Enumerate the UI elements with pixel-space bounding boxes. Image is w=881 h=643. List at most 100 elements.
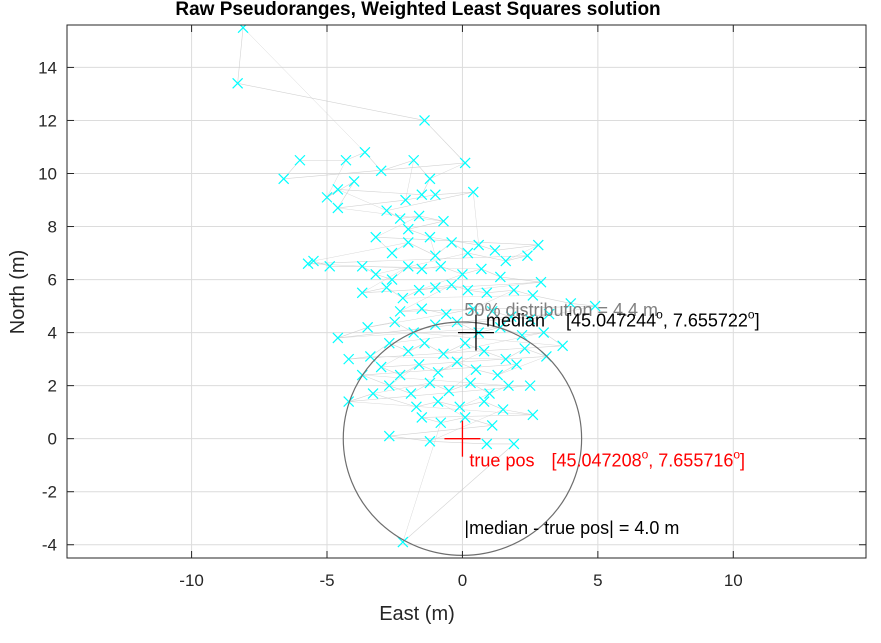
x-tick-label: -10 xyxy=(179,571,204,590)
track-segment xyxy=(337,189,387,211)
track-segment xyxy=(372,393,417,408)
track-segment xyxy=(532,295,571,304)
data-point-stroke xyxy=(343,353,355,365)
data-point xyxy=(237,25,249,34)
data-point xyxy=(454,401,466,413)
data-point-stroke xyxy=(416,263,428,275)
data-point xyxy=(519,343,531,354)
data-point-stroke xyxy=(519,343,531,354)
y-tick-label: -4 xyxy=(42,536,57,555)
data-point xyxy=(294,154,306,166)
median-lat: 45.047244 xyxy=(571,311,656,331)
data-point xyxy=(408,154,420,166)
median-lon-degree: o xyxy=(748,308,755,322)
track-segment xyxy=(481,268,501,278)
data-point xyxy=(435,417,447,429)
data-point xyxy=(432,366,444,378)
data-point xyxy=(232,77,244,89)
data-point-stroke xyxy=(473,239,485,251)
data-point-stroke xyxy=(408,154,420,166)
median-lon: , 7.655722 xyxy=(663,311,748,331)
track-segment xyxy=(348,356,371,360)
data-point-stroke xyxy=(440,308,452,320)
data-point xyxy=(367,388,379,400)
data-point-stroke xyxy=(324,260,336,272)
data-point xyxy=(565,298,577,309)
data-point-stroke xyxy=(413,284,425,296)
data-point-stroke xyxy=(321,191,333,203)
track-segment xyxy=(424,120,466,164)
track-segment xyxy=(429,237,436,256)
data-point xyxy=(308,255,319,267)
data-point-stroke xyxy=(402,345,414,357)
track-segment xyxy=(437,401,460,408)
data-point xyxy=(400,194,411,206)
track-segment xyxy=(462,268,482,275)
data-point-stroke xyxy=(416,303,428,315)
data-point xyxy=(522,250,533,262)
data-point-stroke xyxy=(356,287,368,299)
track-segment xyxy=(410,382,431,394)
data-point-stroke xyxy=(443,385,455,397)
data-point xyxy=(462,284,474,296)
track-segment xyxy=(416,401,439,408)
plot-frame xyxy=(66,24,867,559)
median-label-open: [ xyxy=(566,311,571,331)
track-segment xyxy=(421,414,533,418)
data-point xyxy=(394,213,406,225)
track-segment xyxy=(473,289,515,309)
track-segment xyxy=(443,332,544,355)
data-point xyxy=(494,321,506,333)
track-segment xyxy=(391,242,409,254)
track-segment xyxy=(375,273,393,280)
data-point xyxy=(478,396,490,407)
data-point xyxy=(383,337,395,349)
data-point xyxy=(302,258,314,270)
data-point xyxy=(500,353,512,365)
track-segment xyxy=(402,289,420,299)
track-segment xyxy=(437,401,466,418)
track-segment xyxy=(435,284,452,288)
track-segment xyxy=(402,295,533,299)
track-segment xyxy=(337,327,501,339)
data-point-stroke xyxy=(535,276,547,288)
track-segment xyxy=(475,369,498,376)
data-point-stroke xyxy=(416,412,428,423)
track-segment xyxy=(237,27,244,84)
track-segment xyxy=(370,342,390,357)
truth-lon-degree: o xyxy=(733,448,740,462)
data-point xyxy=(492,369,504,381)
data-point xyxy=(435,260,447,272)
track-segment xyxy=(421,178,431,195)
track-segment xyxy=(313,260,330,267)
data-point xyxy=(481,287,493,299)
data-point-stroke xyxy=(424,173,436,185)
track-segment xyxy=(242,27,366,153)
data-point-stroke xyxy=(486,419,498,431)
data-point-stroke xyxy=(494,271,506,283)
track-segment xyxy=(440,266,463,275)
track-segment xyxy=(313,242,409,262)
data-point xyxy=(340,154,352,166)
data-point-stroke xyxy=(370,268,382,280)
track-segment xyxy=(521,332,544,336)
data-point-stroke xyxy=(429,250,441,262)
data-point xyxy=(332,202,344,214)
data-point-stroke xyxy=(405,388,417,400)
data-point-stroke xyxy=(397,292,409,304)
data-point xyxy=(459,157,471,169)
data-point xyxy=(505,311,517,323)
data-point xyxy=(497,404,509,415)
data-point xyxy=(457,268,468,280)
data-point xyxy=(429,282,441,293)
track-segment xyxy=(373,382,430,394)
data-point-stroke xyxy=(340,154,352,166)
data-point-stroke xyxy=(416,189,428,201)
y-tick-label: 10 xyxy=(38,164,57,183)
data-point-stroke xyxy=(505,311,517,323)
data-point xyxy=(410,401,422,413)
track-segment xyxy=(367,313,447,328)
track-segment xyxy=(419,215,444,222)
track-segment xyxy=(419,287,436,291)
data-point-stroke xyxy=(527,409,539,421)
